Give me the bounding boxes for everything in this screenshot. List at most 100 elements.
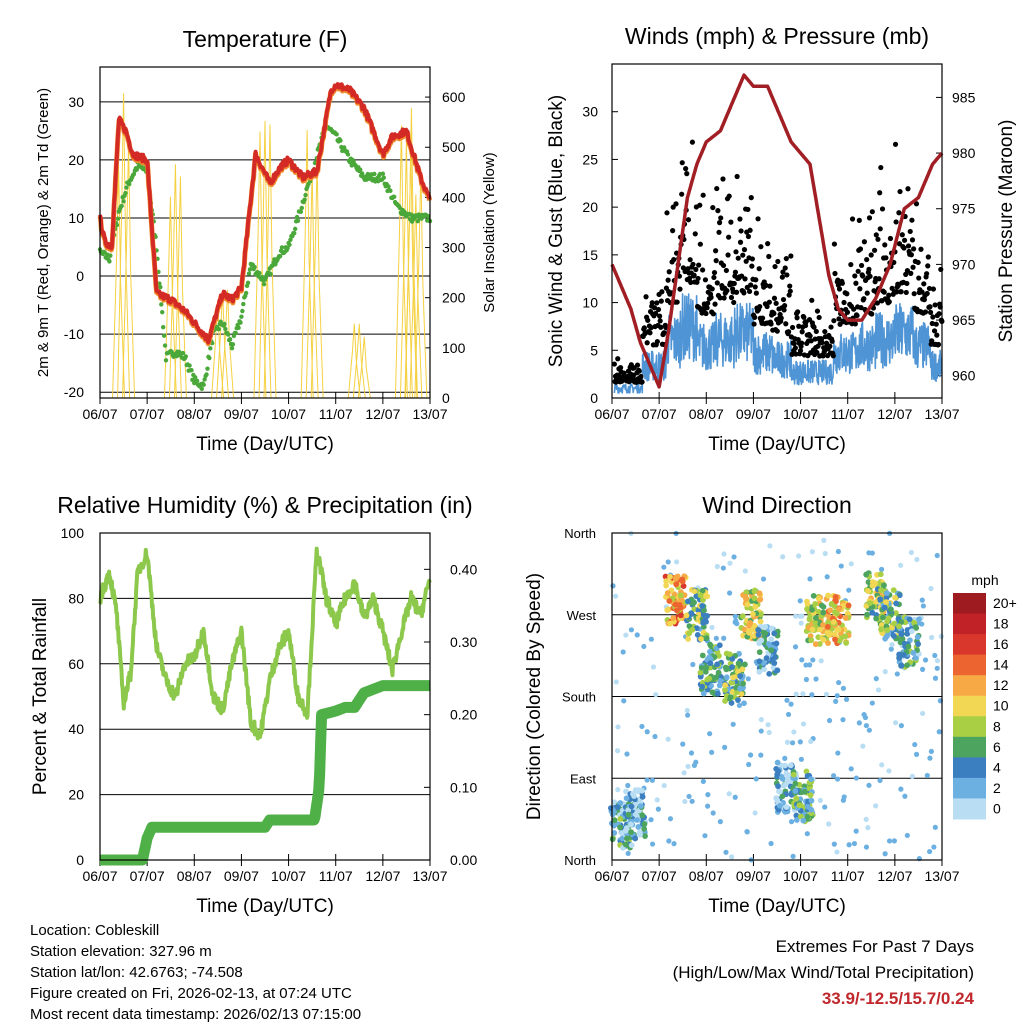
direction-point [822, 550, 828, 557]
gust-point [641, 325, 647, 331]
y-right-tick-label: 980 [952, 145, 976, 161]
direction-point [735, 668, 742, 675]
direction-point [928, 748, 934, 755]
colorbar-label: 4 [993, 759, 1001, 775]
solar-insolation-spike [253, 131, 267, 399]
gust-point [738, 228, 744, 234]
direction-point [813, 676, 819, 682]
direction-point [908, 628, 915, 635]
gust-point [686, 275, 693, 281]
gust-point [721, 295, 727, 301]
direction-point [765, 640, 772, 647]
gust-point [866, 215, 873, 221]
x-tick-label: 09/07 [736, 406, 771, 422]
direction-point [727, 694, 734, 701]
gust-point [683, 166, 689, 172]
direction-point [755, 626, 762, 633]
gust-point [908, 270, 914, 276]
direction-point [726, 651, 733, 658]
gust-point [878, 164, 884, 171]
gust-point [855, 268, 861, 274]
dewpoint-point [180, 350, 186, 356]
recent-text: Most recent data timestamp: 2026/02/13 0… [30, 1006, 362, 1023]
direction-point [792, 788, 799, 794]
gust-point [639, 379, 645, 385]
direction-point [800, 721, 807, 727]
humidity-axes: Relative Humidity (%) & Precipitation (i… [30, 492, 473, 917]
solar-insolation-spike [221, 289, 235, 399]
gust-point [773, 300, 779, 306]
direction-point [691, 762, 698, 769]
direction-point [639, 787, 645, 794]
direction-point [822, 804, 828, 810]
direction-point [801, 788, 808, 795]
direction-point [641, 643, 647, 650]
gust-point [688, 279, 694, 285]
gust-point [787, 283, 793, 289]
direction-point [744, 601, 751, 608]
direction-point [611, 799, 618, 806]
solar-insolation-spike [163, 196, 177, 399]
direction-point [881, 604, 888, 611]
direction-point [667, 573, 673, 580]
direction-point [835, 626, 842, 633]
direction-point [820, 609, 827, 616]
dewpoint-point [127, 181, 132, 187]
gust-point [801, 314, 807, 320]
gust-point [728, 294, 735, 301]
gust-point [857, 286, 863, 292]
dewpoint-point [124, 185, 129, 190]
direction-point [934, 665, 940, 671]
direction-point [899, 635, 906, 642]
direction-point [877, 571, 884, 578]
direction-point [869, 700, 875, 706]
gust-point [839, 280, 845, 286]
direction-point [818, 602, 825, 609]
direction-point [890, 587, 897, 594]
direction-point [632, 811, 639, 818]
direction-point [644, 777, 650, 783]
gust-point [780, 296, 787, 303]
y-tick-label: 20 [68, 152, 84, 168]
dewpoint-point [183, 354, 188, 359]
gust-point [851, 306, 857, 312]
direction-point [716, 682, 723, 689]
gust-point [748, 282, 754, 288]
dewpoint-point [208, 346, 213, 351]
gust-point [911, 246, 917, 252]
direction-point [873, 615, 880, 622]
gust-point [654, 338, 660, 345]
gust-point [935, 341, 942, 348]
direction-point [779, 793, 786, 800]
direction-point [723, 849, 729, 855]
direction-point [700, 611, 707, 618]
direction-point [742, 661, 748, 668]
direction-point [648, 817, 654, 823]
direction-point [840, 717, 846, 723]
gust-point [852, 321, 858, 327]
direction-point [827, 607, 834, 614]
direction-point [775, 783, 781, 790]
direction-point [622, 827, 629, 834]
direction-point [782, 762, 788, 769]
direction-point [884, 618, 890, 625]
direction-point [810, 657, 816, 663]
y-tick-label: 10 [582, 295, 598, 311]
temperature-ylabel: 2m & 9m T (Red, Orange) & 2m Td (Green) [35, 88, 52, 377]
direction-point [898, 786, 904, 792]
dewpoint-point [194, 378, 200, 384]
gust-point [747, 227, 753, 233]
direction-point [886, 838, 893, 844]
x-tick-label: 13/07 [412, 406, 447, 422]
direction-point [766, 729, 772, 736]
direction-point [784, 739, 791, 745]
direction-point [756, 658, 763, 665]
gust-point [849, 216, 856, 222]
direction-point [821, 537, 827, 543]
direction-point [863, 722, 869, 729]
gust-point [775, 258, 781, 265]
direction-point [714, 690, 721, 697]
colorbar-title: mph [971, 572, 998, 588]
direction-point [688, 750, 695, 756]
direction-point [688, 610, 695, 617]
